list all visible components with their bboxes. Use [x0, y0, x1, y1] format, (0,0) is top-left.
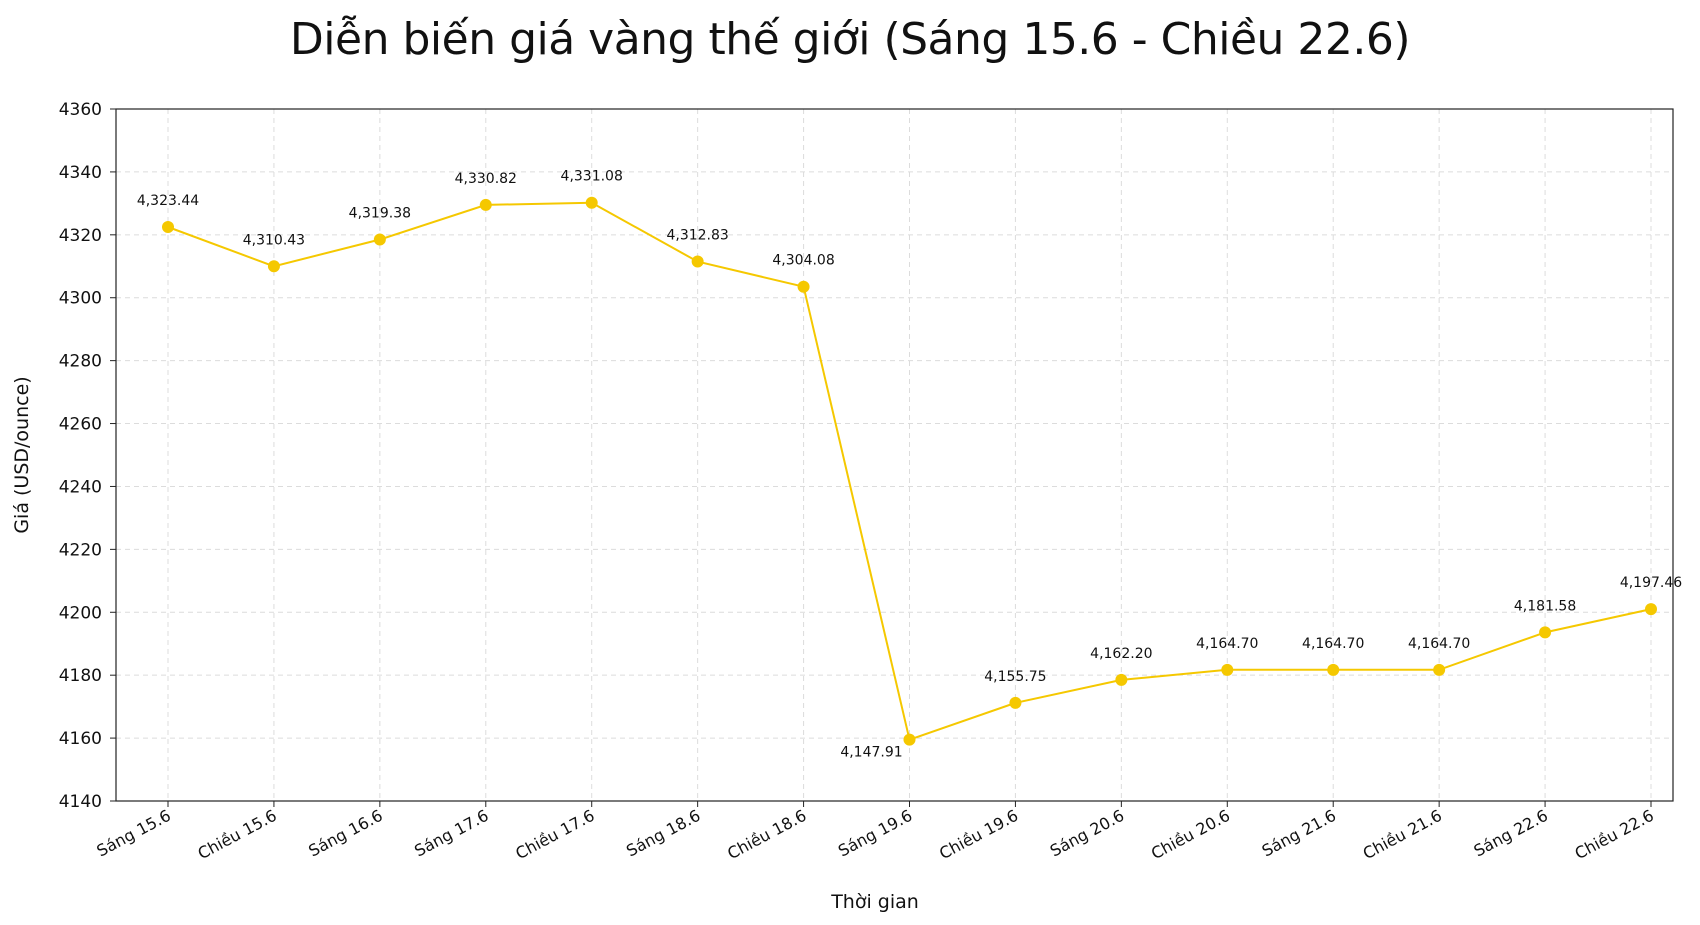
plot-frame	[115, 108, 1674, 802]
data-label: 4,181.58	[1514, 598, 1576, 614]
data-point	[1009, 696, 1022, 709]
data-point	[585, 196, 598, 209]
data-point	[162, 220, 174, 233]
data-label: 4,330.82	[455, 171, 517, 187]
data-point	[903, 733, 916, 746]
data-point	[691, 255, 704, 268]
x-tick-label: Sáng 15.6	[93, 806, 173, 861]
y-tick-label: 4140	[59, 792, 102, 812]
y-tick-label: 4160	[59, 729, 102, 749]
y-tick-label: 4320	[59, 226, 102, 246]
data-labels: 4,323.44 4,310.43 4,319.38 4,330.82 4,331.08…	[137, 169, 1682, 761]
y-tick-label: 4340	[59, 163, 102, 183]
x-tick-label: Sáng 17.6	[411, 806, 491, 861]
x-tick-label: Sáng 22.6	[1471, 806, 1551, 861]
data-point	[267, 260, 280, 273]
data-label: 4,164.70	[1302, 636, 1364, 652]
y-axis-label: Giá (USD/ounce)	[11, 376, 33, 533]
data-label: 4,164.70	[1408, 636, 1470, 652]
data-points	[162, 196, 1657, 746]
data-label: 4,155.75	[984, 669, 1046, 685]
x-tick-label: Chiều 21.6	[1360, 806, 1445, 863]
y-tick-label: 4260	[59, 415, 102, 435]
x-tick-label: Chiều 17.6	[512, 806, 597, 863]
data-point	[1327, 663, 1340, 676]
x-tick-label: Sáng 18.6	[623, 806, 703, 861]
data-label: 4,162.20	[1090, 646, 1152, 662]
y-tick-label: 4220	[59, 540, 102, 560]
data-point	[1115, 673, 1128, 686]
data-label: 4,197.46	[1620, 575, 1682, 591]
y-tick-label: 4360	[59, 100, 102, 120]
data-label: 4,164.70	[1196, 636, 1258, 652]
x-tick-label: Chiều 18.6	[724, 806, 809, 863]
y-axis-ticks: 4140 4160 4180 4200 4220 4240 4260 4280 4300 4320…	[59, 100, 116, 812]
x-tick-label: Sáng 21.6	[1259, 806, 1339, 861]
grid-lines	[116, 109, 1673, 801]
y-tick-label: 4180	[59, 666, 102, 686]
data-label: 4,310.43	[243, 232, 305, 248]
x-tick-label: Sáng 16.6	[305, 806, 385, 861]
y-tick-label: 4280	[59, 352, 102, 372]
data-point	[479, 198, 492, 211]
x-tick-label: Chiều 15.6	[195, 806, 280, 863]
data-point	[1539, 626, 1552, 639]
y-tick-label: 4240	[59, 477, 102, 497]
data-point	[1221, 663, 1234, 676]
y-tick-label: 4200	[59, 603, 102, 623]
data-point	[797, 280, 810, 293]
x-tick-label: Chiều 22.6	[1572, 806, 1657, 863]
x-tick-label: Sáng 20.6	[1047, 806, 1127, 861]
data-label: 4,319.38	[349, 206, 411, 222]
x-axis-ticks: Sáng 15.6 Chiều 15.6 Sáng 16.6 Sáng 17.6 Chi…	[93, 801, 1657, 863]
y-tick-label: 4300	[59, 289, 102, 309]
data-point	[373, 233, 386, 246]
x-tick-label: Chiều 19.6	[936, 806, 1021, 863]
data-point	[1433, 663, 1446, 676]
data-point	[1645, 603, 1657, 616]
data-label: 4,323.44	[137, 193, 199, 209]
data-label: 4,312.83	[666, 228, 728, 244]
data-label: 4,147.91	[840, 745, 902, 761]
data-label: 4,304.08	[772, 253, 834, 269]
x-axis-label: Thời gian	[830, 891, 919, 913]
chart-title: Diễn biến giá vàng thế giới (Sáng 15.6 -…	[289, 14, 1411, 65]
x-tick-label: Sáng 19.6	[835, 806, 915, 861]
x-tick-label: Chiều 20.6	[1148, 806, 1233, 863]
data-label: 4,331.08	[561, 169, 623, 185]
